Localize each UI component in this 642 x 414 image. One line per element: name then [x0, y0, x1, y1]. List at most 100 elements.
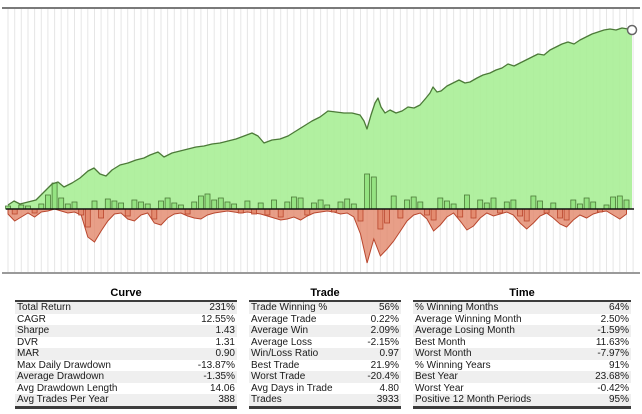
stat-label: MAR — [17, 348, 40, 359]
return-bar-positive — [197, 195, 204, 210]
stat-row: Best Trade 21.9% — [249, 360, 401, 372]
stat-value: 1.43 — [215, 325, 235, 336]
stat-value: 0.97 — [379, 348, 399, 359]
return-bar-negative — [430, 208, 437, 221]
stat-label: Trades — [251, 394, 282, 405]
stat-value: 11.63% — [595, 336, 629, 348]
stat-value: 12.55% — [201, 313, 235, 325]
return-bar-positive — [284, 201, 291, 210]
return-bar-positive — [510, 199, 517, 210]
return-bar-positive — [530, 195, 537, 210]
return-bar-negative — [523, 208, 530, 222]
return-bar-positive — [550, 202, 557, 210]
stat-value: 2.50% — [600, 313, 629, 325]
equity-chart — [2, 7, 640, 274]
stat-value: -1.35% — [203, 371, 235, 382]
stat-row: Avg Days in Trade 4.80 — [249, 383, 401, 395]
return-bar-positive — [477, 199, 484, 210]
stat-row: Avg Trades Per Year 388 — [15, 394, 237, 406]
table-rows: % Winning Months 64% Average Winning Month… — [413, 302, 631, 409]
stat-label: Average Losing Month — [415, 325, 515, 336]
stat-label: DVR — [17, 336, 39, 348]
return-bar-positive — [297, 197, 304, 210]
equity-area — [8, 28, 632, 209]
stat-label: Max Daily Drawdown — [17, 359, 111, 371]
table-rows: Trade Winning % 56% Average Trade 0.22% Aver… — [249, 302, 401, 409]
return-bar-positive — [211, 199, 218, 210]
return-bar-positive — [58, 197, 65, 210]
drawdown-area — [7, 208, 627, 264]
stat-row: Average Losing Month -1.59% — [413, 325, 631, 337]
return-bar-negative — [277, 208, 284, 218]
stat-value: 4.80 — [379, 382, 399, 394]
stat-row: Average Win 2.09% — [249, 325, 401, 337]
return-bar-positive — [370, 176, 377, 210]
stat-label: Average Loss — [251, 336, 312, 348]
stat-label: Average Drawdown — [17, 371, 105, 382]
return-bar-positive — [204, 193, 211, 210]
stat-row: Worst Year -0.42% — [413, 383, 631, 395]
stat-value: -7.97% — [597, 348, 629, 359]
return-bar-positive — [138, 201, 144, 210]
equity-chart-svg — [2, 7, 640, 274]
table-title: Curve — [15, 287, 237, 302]
return-bar-negative — [98, 208, 104, 219]
stat-row: Trades 3933 — [249, 394, 401, 406]
stat-value: 0.90 — [215, 348, 235, 359]
stat-label: Avg Days in Trade — [251, 382, 333, 394]
return-bar-positive — [590, 201, 597, 210]
return-bar-positive — [570, 199, 577, 210]
return-bar-positive — [463, 194, 470, 210]
return-bar-negative — [377, 208, 384, 230]
return-bar-positive — [191, 201, 198, 210]
stat-label: Average Win — [251, 325, 309, 336]
return-bar-positive — [364, 173, 371, 210]
stat-row: Max Daily Drawdown -13.87% — [15, 360, 237, 372]
stat-value: 91% — [608, 359, 629, 371]
stats-table-trade: Trade Trade Winning % 56% Average Trade 0.22… — [249, 287, 401, 409]
return-bar-negative — [557, 208, 563, 219]
stat-label: Win/Loss Ratio — [251, 348, 319, 359]
stat-row: % Winning Years 91% — [413, 360, 631, 372]
equity-line — [7, 27, 633, 206]
return-bar-positive — [271, 199, 277, 210]
stat-row: Average Loss -2.15% — [249, 337, 401, 349]
stat-value: 95% — [608, 394, 629, 405]
return-bar-positive — [111, 200, 118, 210]
stat-value: 56% — [378, 302, 399, 313]
stat-label: % Winning Years — [415, 359, 491, 371]
return-bar-negative — [151, 208, 158, 220]
stat-row: Worst Month -7.97% — [413, 348, 631, 360]
return-bar-negative — [397, 208, 404, 219]
return-bar-positive — [317, 199, 324, 210]
stat-value: 23.68% — [595, 371, 629, 382]
stat-value: 14.06 — [209, 382, 235, 394]
stat-row: Average Drawdown -1.35% — [15, 371, 237, 383]
return-bar-positive — [490, 197, 497, 210]
stat-value: 1.31 — [215, 336, 235, 348]
stat-row: Positive 12 Month Periods 95% — [413, 394, 631, 406]
return-bar-positive — [257, 202, 264, 210]
return-bar-positive — [337, 201, 344, 210]
table-title: Trade — [249, 287, 401, 302]
return-bar-positive — [164, 197, 171, 210]
stat-value: -20.4% — [367, 371, 399, 382]
return-bar-positive — [610, 196, 616, 210]
return-bar-positive — [404, 199, 410, 210]
return-bar-positive — [91, 200, 98, 210]
stat-row: MAR 0.90 — [15, 348, 237, 360]
return-bar-negative — [304, 208, 311, 216]
return-bar-positive — [390, 195, 397, 210]
return-bar-positive — [623, 199, 630, 210]
stat-row: Best Month 11.63% — [413, 337, 631, 349]
return-bar-negative — [384, 208, 391, 224]
return-bar-positive — [437, 197, 444, 210]
stat-value: 231% — [209, 302, 235, 313]
return-bar-negative — [357, 208, 364, 222]
return-bar-positive — [290, 196, 297, 210]
stat-row: Avg Drawdown Length 14.06 — [15, 383, 237, 395]
stat-value: 2.09% — [370, 325, 399, 336]
stats-tables: Curve Total Return 231% CAGR 12.55% Sharpe 1.4… — [15, 287, 631, 409]
stat-value: -1.59% — [597, 325, 629, 336]
